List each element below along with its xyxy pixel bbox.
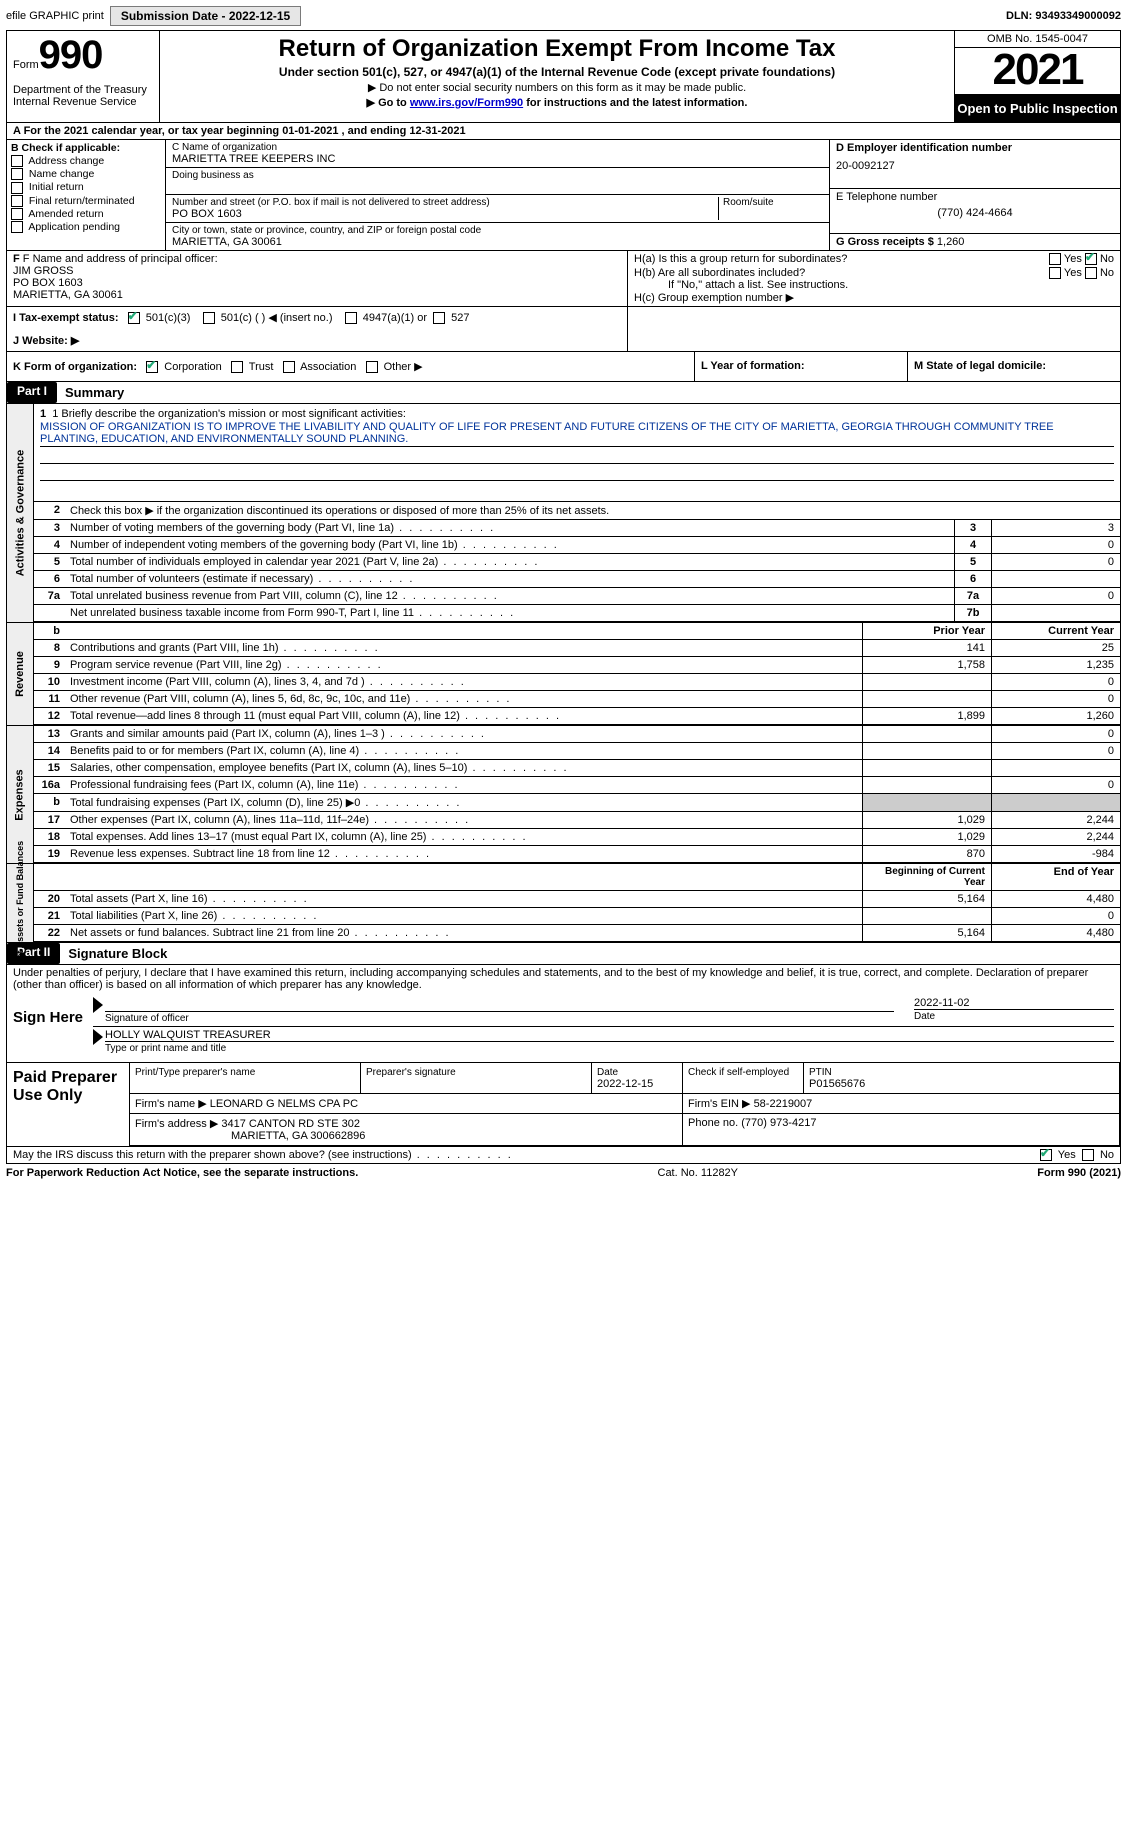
subtitle-3: ▶ Go to www.irs.gov/Form990 for instruct…	[166, 96, 948, 109]
column-c: C Name of organization MARIETTA TREE KEE…	[166, 140, 829, 250]
tab-activities-governance: Activities & Governance	[7, 404, 34, 622]
tab-revenue: Revenue	[7, 623, 34, 725]
other-checkbox[interactable]	[366, 361, 378, 373]
column-d: D Employer identification number 20-0092…	[829, 140, 1120, 250]
checkbox[interactable]	[11, 208, 23, 220]
city-state-zip: MARIETTA, GA 30061	[172, 236, 823, 248]
officer-name: JIM GROSS	[13, 265, 621, 277]
firm-ein: 58-2219007	[754, 1098, 813, 1110]
checkbox[interactable]	[11, 221, 23, 233]
paperwork-notice: For Paperwork Reduction Act Notice, see …	[6, 1167, 358, 1179]
ha-no-checkbox[interactable]	[1085, 253, 1097, 265]
hb-no-checkbox[interactable]	[1085, 267, 1097, 279]
form-title: Return of Organization Exempt From Incom…	[166, 35, 948, 63]
dln-label: DLN: 93493349000092	[1006, 10, 1121, 22]
arrow-icon	[93, 1029, 103, 1045]
checkbox[interactable]	[11, 195, 23, 207]
gross-receipts: 1,260	[937, 236, 965, 248]
trust-checkbox[interactable]	[231, 361, 243, 373]
irs-link[interactable]: www.irs.gov/Form990	[410, 97, 523, 109]
501c-checkbox[interactable]	[203, 312, 215, 324]
paid-preparer-label: Paid Preparer Use Only	[7, 1063, 130, 1146]
527-checkbox[interactable]	[433, 312, 445, 324]
cat-no: Cat. No. 11282Y	[358, 1167, 1037, 1179]
form-990: Form 990 Department of the Treasury Inte…	[6, 30, 1121, 1164]
penalties-declaration: Under penalties of perjury, I declare th…	[13, 967, 1114, 991]
subtitle-2: ▶ Do not enter social security numbers o…	[166, 81, 948, 94]
checkbox[interactable]	[11, 168, 23, 180]
sign-here-label: Sign Here	[13, 995, 93, 1056]
tax-year: 2021	[955, 48, 1120, 95]
department-label: Department of the Treasury Internal Reve…	[13, 84, 153, 108]
assoc-checkbox[interactable]	[283, 361, 295, 373]
top-bar: efile GRAPHIC print Submission Date - 20…	[6, 6, 1121, 26]
checkbox[interactable]	[11, 182, 23, 194]
part-i-header: Part I	[7, 382, 57, 403]
corp-checkbox[interactable]	[146, 361, 158, 373]
discuss-yes-checkbox[interactable]	[1040, 1149, 1052, 1161]
discuss-no-checkbox[interactable]	[1082, 1149, 1094, 1161]
arrow-icon	[93, 997, 103, 1013]
tab-net-assets: Net Assets or Fund Balances	[7, 864, 34, 942]
501c3-checkbox[interactable]	[128, 312, 140, 324]
open-public-badge: Open to Public Inspection	[955, 95, 1120, 122]
mission-text: MISSION OF ORGANIZATION IS TO IMPROVE TH…	[40, 420, 1114, 447]
phone: (770) 424-4664	[836, 207, 1114, 219]
form-word: Form	[13, 59, 39, 71]
ptin: P01565676	[809, 1078, 865, 1090]
form-footer: Form 990 (2021)	[1037, 1167, 1121, 1179]
officer-name-title: HOLLY WALQUIST TREASURER	[105, 1029, 1114, 1041]
firm-phone: (770) 973-4217	[741, 1117, 816, 1129]
ha-yes-checkbox[interactable]	[1049, 253, 1061, 265]
ein: 20-0092127	[836, 160, 1114, 172]
efile-label: efile GRAPHIC print	[6, 10, 104, 22]
submission-date-button[interactable]: Submission Date - 2022-12-15	[110, 6, 301, 26]
hb-yes-checkbox[interactable]	[1049, 267, 1061, 279]
4947-checkbox[interactable]	[345, 312, 357, 324]
firm-address: 3417 CANTON RD STE 302	[221, 1118, 360, 1130]
checkbox[interactable]	[11, 155, 23, 167]
row-a-tax-year: A For the 2021 calendar year, or tax yea…	[7, 123, 1120, 140]
firm-name: LEONARD G NELMS CPA PC	[210, 1098, 358, 1110]
form-number: 990	[39, 33, 103, 78]
org-name: MARIETTA TREE KEEPERS INC	[172, 153, 823, 165]
subtitle-1: Under section 501(c), 527, or 4947(a)(1)…	[166, 65, 948, 79]
street-address: PO BOX 1603	[172, 208, 714, 220]
column-b: B Check if applicable: Address change Na…	[7, 140, 166, 250]
